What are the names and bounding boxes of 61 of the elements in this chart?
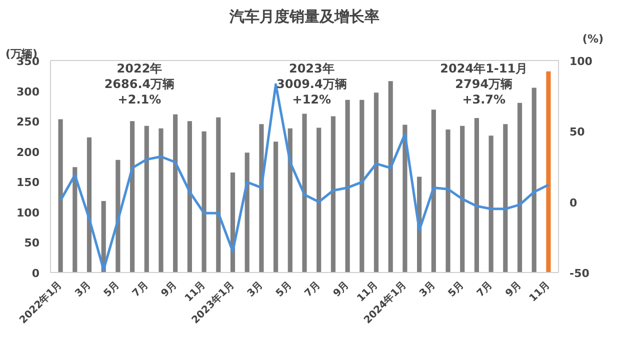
x-tick-label: 5月 — [446, 280, 466, 300]
y-tick-label: 250 — [16, 116, 40, 129]
bar — [202, 131, 206, 272]
bar — [274, 142, 278, 272]
chart-title: 汽车月度销量及增长率 — [228, 8, 380, 26]
bar — [488, 136, 494, 272]
y2-tick-label: 0 — [570, 196, 578, 210]
y-tick-label: 50 — [24, 236, 40, 250]
bar — [216, 117, 221, 272]
bar — [402, 124, 408, 272]
bar — [388, 81, 393, 272]
y-tick-label: 200 — [16, 146, 40, 159]
bar — [532, 88, 536, 272]
y-tick-label: 300 — [16, 85, 40, 98]
bar — [302, 114, 307, 272]
bar — [244, 152, 250, 272]
bar — [259, 124, 264, 272]
y2-tick-label: 50 — [570, 126, 586, 139]
x-tick-label: 3月 — [246, 280, 266, 300]
bar — [517, 102, 522, 272]
annotation: 2024年1-11月 2794万辆 +3.7% — [440, 62, 528, 107]
x-tick-label: 5月 — [274, 280, 294, 300]
bar — [173, 114, 178, 272]
y2-tick-label: -50 — [570, 267, 590, 280]
bar — [316, 128, 322, 272]
y2-axis-title: (%) — [582, 32, 604, 46]
x-tick-label: 3月 — [418, 280, 438, 300]
bar — [330, 116, 336, 272]
bar — [158, 128, 164, 272]
bar — [130, 121, 135, 272]
bar — [460, 126, 465, 272]
bar — [474, 118, 479, 272]
bar — [187, 121, 192, 272]
y-tick-label: 100 — [16, 206, 40, 220]
bar — [72, 167, 78, 272]
bar — [446, 130, 450, 272]
x-tick-label: 7月 — [302, 280, 323, 300]
x-tick-label: 5月 — [102, 280, 122, 300]
x-tick-label: 7月 — [475, 280, 495, 300]
x-tick-label: 9月 — [504, 280, 524, 300]
bar — [374, 92, 379, 272]
bar — [86, 137, 92, 272]
y-tick-label: 150 — [16, 176, 40, 190]
bar — [345, 100, 350, 272]
y-tick-label: 0 — [32, 267, 40, 280]
x-tick-label: 11月 — [528, 280, 552, 304]
bar — [503, 124, 508, 272]
bar — [360, 100, 364, 272]
x-tick-label: 3月 — [73, 280, 94, 300]
annotation: 2022年 2686.4万辆 +2.1% — [104, 62, 175, 107]
annotation: 2023年 3009.4万辆 +12% — [276, 62, 347, 107]
x-tick-label: 11月 — [355, 280, 380, 304]
x-tick-label: 9月 — [332, 280, 352, 300]
bar — [58, 119, 63, 272]
bar — [288, 128, 292, 272]
bar — [431, 110, 436, 272]
x-tick-label: 7月 — [130, 280, 151, 300]
bar — [546, 71, 551, 272]
y2-tick-label: 100 — [570, 55, 593, 68]
bar — [144, 126, 149, 272]
x-tick-label: 9月 — [159, 280, 180, 300]
